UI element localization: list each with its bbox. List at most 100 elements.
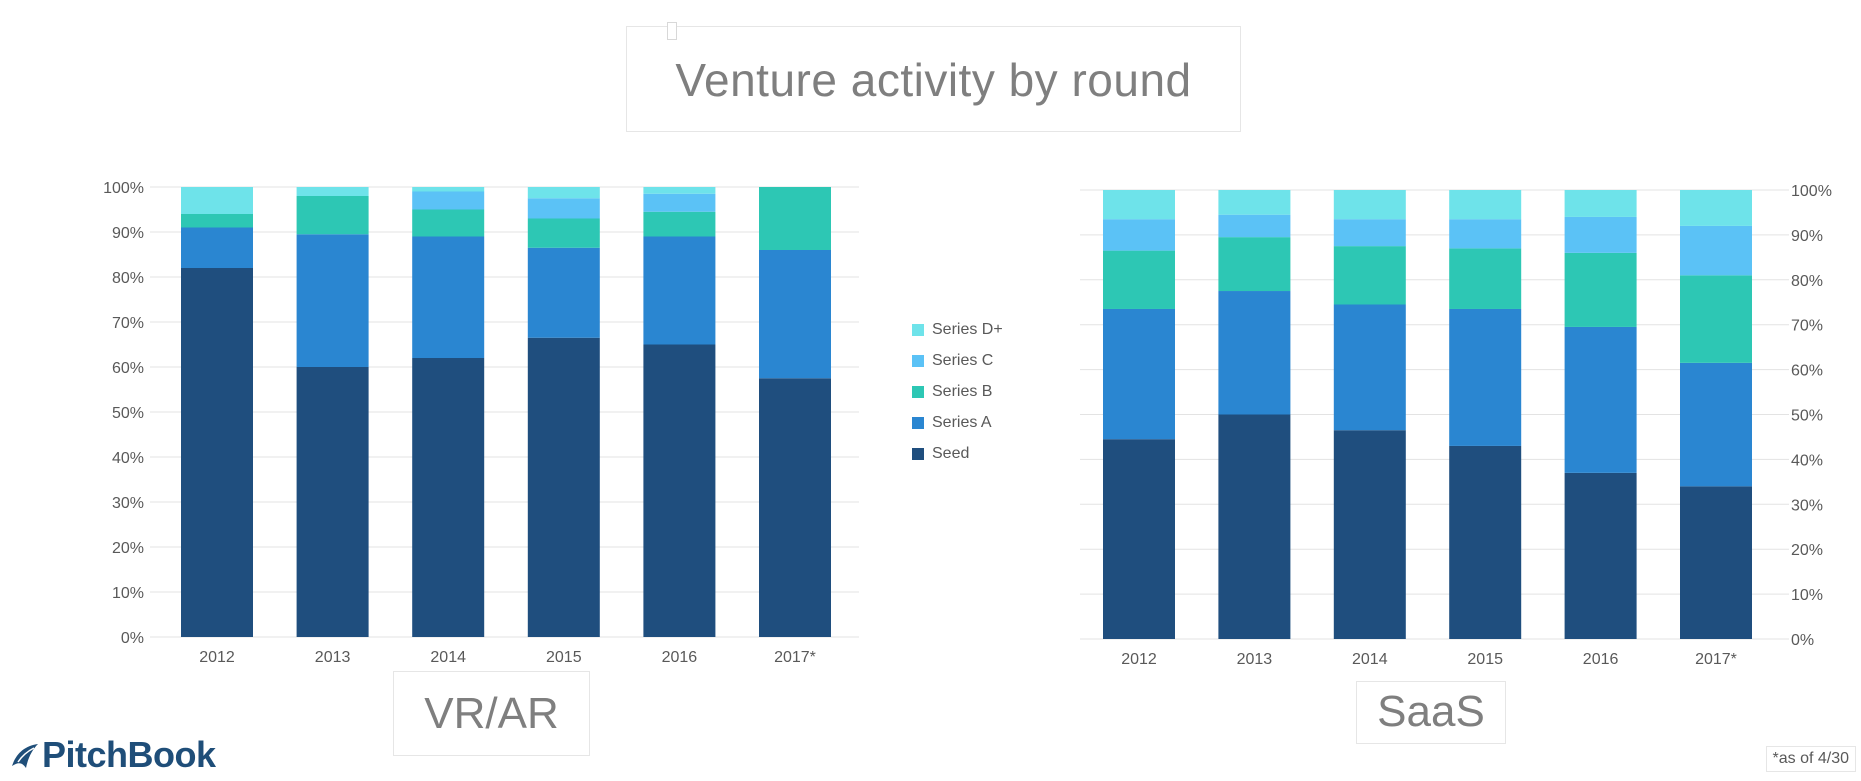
legend-label-series-a: Series A	[932, 413, 992, 431]
legend-swatch-series-d	[912, 323, 924, 336]
legend-item-series-d: Series D+	[912, 314, 1003, 345]
saas-y-tick-label: 50%	[1791, 408, 1823, 425]
saas-bar-series-c-2013	[1218, 214, 1291, 238]
vr-y-tick-label: 40%	[112, 450, 144, 467]
saas-bar-series-c-2017	[1680, 225, 1752, 276]
saas-y-tick-label: 30%	[1791, 497, 1823, 514]
saas-bar-series-d--2013	[1218, 190, 1291, 215]
vr-bar-seed-2014	[412, 358, 485, 637]
vr-bar-seed-2017	[759, 378, 831, 637]
saas-bar-seed-2014	[1333, 430, 1406, 639]
vr-x-tick-label: 2012	[199, 649, 235, 666]
chart-title-box: Venture activity by round	[626, 22, 1241, 132]
vr-y-tick-label: 100%	[103, 180, 144, 197]
legend-item-series-c: Series C	[912, 345, 1003, 376]
vr-bar-series-c-2015	[527, 198, 600, 219]
vr-bar-seed-2016	[643, 344, 716, 637]
saas-x-tick-label: 2016	[1583, 651, 1619, 668]
legend-item-series-b: Series B	[912, 376, 1003, 407]
saas-bar-series-a-2012	[1103, 308, 1175, 440]
saas-x-tick-label: 2015	[1467, 651, 1503, 668]
vr-y-tick-label: 20%	[112, 540, 144, 557]
saas-y-tick-label: 80%	[1791, 273, 1823, 290]
vr-x-tick-label: 2017*	[774, 649, 816, 666]
saas-bar-series-a-2017	[1680, 362, 1752, 487]
legend-swatch-seed	[912, 447, 924, 460]
saas-bar-series-c-2016	[1564, 216, 1637, 253]
legend-label-series-c: Series C	[932, 351, 994, 369]
legend-swatch-series-a	[912, 416, 924, 429]
saas-bar-series-d--2015	[1449, 190, 1522, 220]
vr-bar-series-d--2016	[643, 187, 716, 194]
pitchbook-logo: PitchBook	[10, 734, 216, 776]
vr-bar-series-b-2017	[759, 187, 831, 250]
vr-bar-series-d--2012	[181, 187, 253, 214]
pitchbook-logo-text: PitchBook	[42, 734, 216, 775]
saas-bar-seed-2017	[1680, 486, 1752, 639]
legend-swatch-series-c	[912, 354, 924, 367]
vr-bar-series-c-2014	[412, 191, 485, 210]
saas-y-tick-label: 60%	[1791, 363, 1823, 380]
vr-y-tick-label: 10%	[112, 585, 144, 602]
saas-x-tick-label: 2014	[1352, 651, 1388, 668]
resize-handle[interactable]	[667, 22, 677, 40]
vr-y-tick-label: 70%	[112, 315, 144, 332]
saas-y-tick-label: 90%	[1791, 228, 1823, 245]
vr-ar-label: VR/AR	[393, 671, 590, 756]
saas-y-tick-label: 20%	[1791, 542, 1823, 559]
saas-bar-seed-2012	[1103, 439, 1175, 639]
vr-bar-series-a-2012	[181, 227, 253, 268]
legend-item-seed: Seed	[912, 438, 1003, 469]
vr-bar-series-a-2014	[412, 236, 485, 358]
saas-bar-series-d--2012	[1103, 190, 1175, 220]
vr-bar-series-a-2016	[643, 236, 716, 345]
vr-bar-series-b-2015	[527, 218, 600, 248]
vr-bar-series-c-2016	[643, 193, 716, 212]
saas-y-tick-label: 70%	[1791, 318, 1823, 335]
saas-y-tick-label: 100%	[1791, 183, 1832, 200]
legend-label-series-b: Series B	[932, 382, 993, 400]
legend: Series D+ Series C Series B Series A See…	[912, 314, 1003, 469]
saas-bar-series-c-2014	[1333, 219, 1406, 247]
vr-bar-series-a-2017	[759, 250, 831, 379]
vr-bar-series-b-2014	[412, 209, 485, 237]
saas-bar-series-d--2016	[1564, 190, 1637, 217]
saas-y-tick-label: 10%	[1791, 587, 1823, 604]
saas-bar-series-a-2016	[1564, 326, 1637, 473]
saas-bar-series-b-2012	[1103, 250, 1175, 309]
legend-item-series-a: Series A	[912, 407, 1003, 438]
vr-bar-series-d--2014	[412, 187, 485, 192]
vr-bar-series-b-2013	[296, 196, 369, 235]
vr-bar-series-b-2012	[181, 214, 253, 228]
saas-y-tick-label: 40%	[1791, 452, 1823, 469]
vr-bar-seed-2013	[296, 367, 369, 637]
saas-bar-series-b-2015	[1449, 248, 1522, 309]
saas-label: SaaS	[1356, 681, 1506, 744]
vr-bar-series-a-2013	[296, 234, 369, 367]
vr-bar-series-d--2015	[527, 187, 600, 199]
legend-label-series-d: Series D+	[932, 320, 1003, 338]
saas-bar-series-b-2013	[1218, 237, 1291, 292]
vr-bar-series-d--2013	[296, 187, 369, 196]
saas-x-tick-label: 2013	[1237, 651, 1273, 668]
vr-y-tick-label: 60%	[112, 360, 144, 377]
saas-y-tick-label: 0%	[1791, 632, 1814, 649]
saas-bar-seed-2016	[1564, 472, 1637, 639]
vr-x-tick-label: 2014	[430, 649, 466, 666]
vr-y-tick-label: 0%	[121, 630, 144, 647]
saas-bar-series-b-2014	[1333, 246, 1406, 305]
saas-bar-series-d--2014	[1333, 190, 1406, 220]
saas-bar-series-d--2017	[1680, 190, 1752, 226]
footnote: *as of 4/30	[1765, 746, 1856, 772]
saas-bar-seed-2013	[1218, 414, 1291, 639]
saas-bar-series-a-2013	[1218, 291, 1291, 415]
vr-y-tick-label: 30%	[112, 495, 144, 512]
vr-y-tick-label: 80%	[112, 270, 144, 287]
vr-bar-seed-2012	[181, 268, 253, 637]
saas-x-tick-label: 2017*	[1695, 651, 1737, 668]
vr-y-tick-label: 50%	[112, 405, 144, 422]
vr-bar-series-b-2016	[643, 211, 716, 237]
saas-x-tick-label: 2012	[1121, 651, 1157, 668]
vr-bar-series-a-2015	[527, 247, 600, 338]
